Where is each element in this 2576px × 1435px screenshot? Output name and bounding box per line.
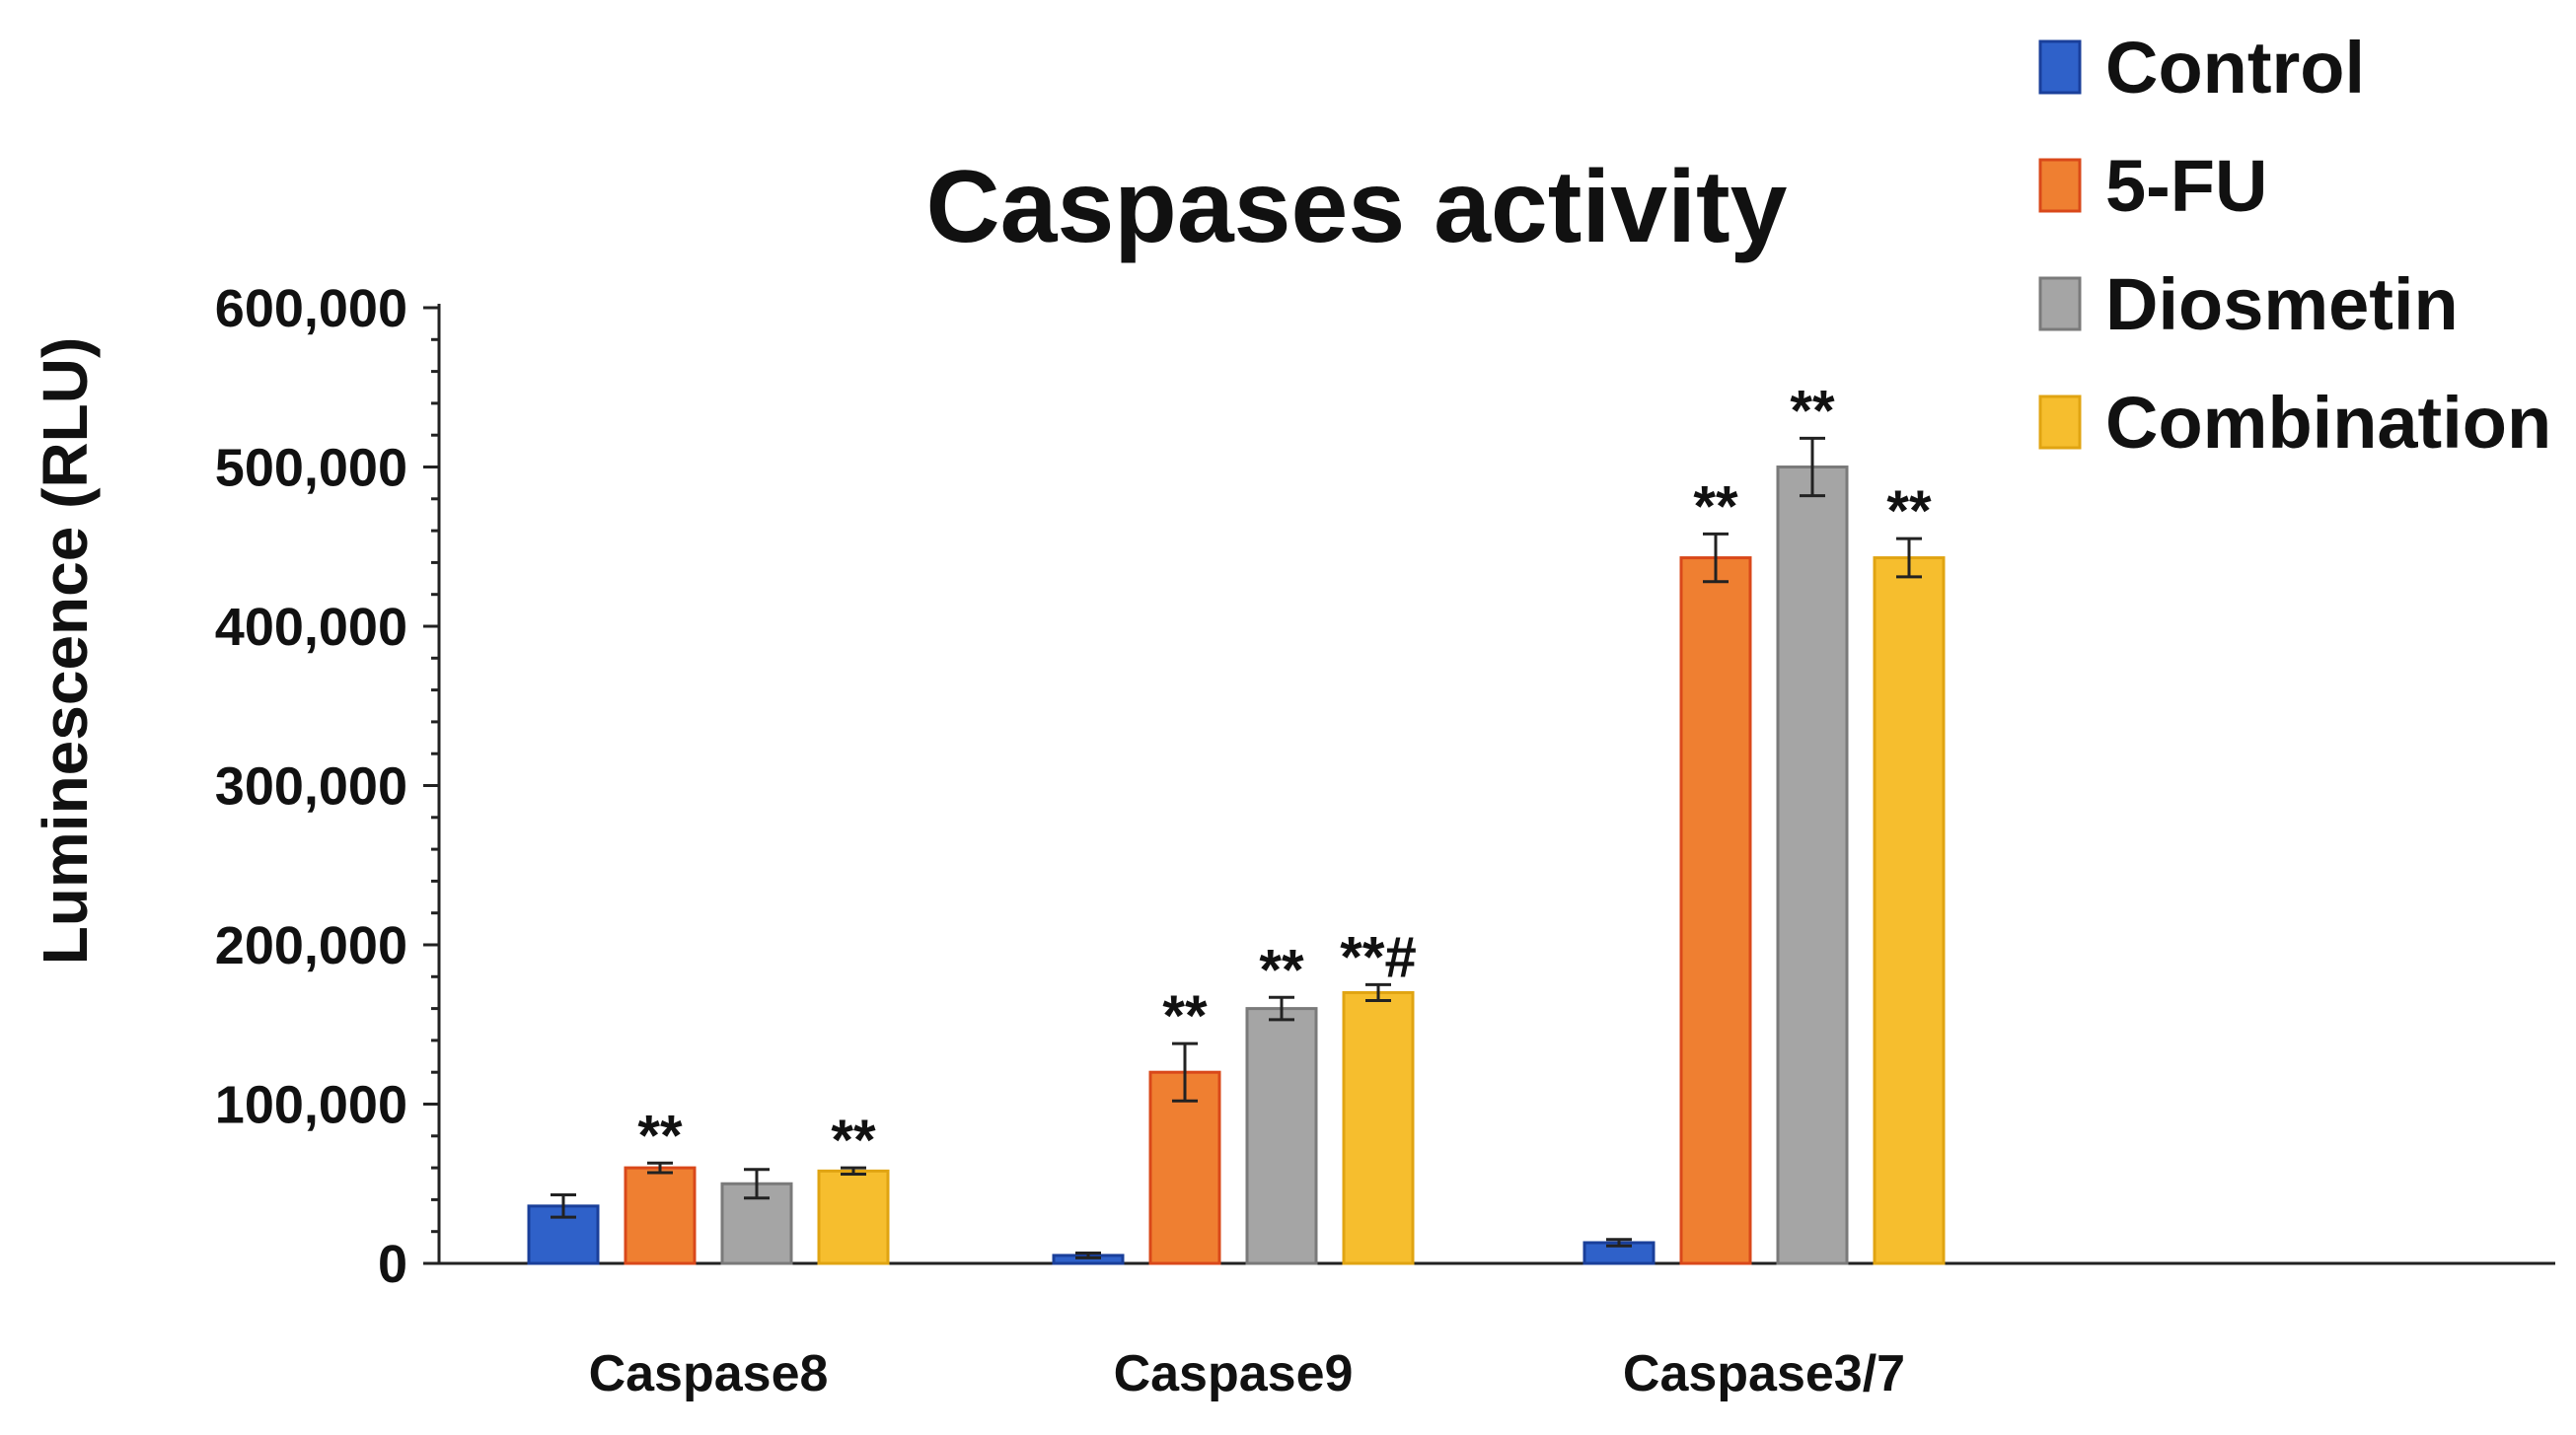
significance-label: ** bbox=[637, 1104, 683, 1168]
bar bbox=[1342, 990, 1415, 1265]
y-axis-label: Luminescence (RLU) bbox=[30, 337, 101, 966]
x-category-label: Caspase9 bbox=[1114, 1345, 1354, 1402]
y-tick-label: 400,000 bbox=[215, 598, 407, 657]
bar bbox=[1245, 1007, 1318, 1265]
significance-label: **# bbox=[1340, 925, 1416, 989]
legend-swatch bbox=[2038, 276, 2082, 331]
significance-label: ** bbox=[1162, 984, 1208, 1048]
bar bbox=[1873, 556, 1946, 1265]
y-tick-label: 300,000 bbox=[215, 757, 407, 817]
legend: Control 5-FU Diosmetin Combination bbox=[2038, 27, 2551, 464]
x-category-label: Caspase8 bbox=[589, 1345, 829, 1402]
y-tick-label: 100,000 bbox=[215, 1076, 407, 1135]
significance-label: ** bbox=[1693, 474, 1738, 538]
legend-label: Diosmetin bbox=[2105, 263, 2459, 345]
bar bbox=[624, 1166, 697, 1265]
significance-label: ** bbox=[1790, 379, 1835, 443]
significance-label: ** bbox=[1259, 938, 1304, 1002]
chart-title: Caspases activity bbox=[926, 150, 1788, 264]
bar bbox=[1148, 1070, 1221, 1265]
y-tick-label: 200,000 bbox=[215, 916, 407, 975]
bar bbox=[1776, 466, 1849, 1265]
significance-label: ** bbox=[831, 1109, 876, 1173]
y-tick-label: 600,000 bbox=[215, 279, 407, 338]
plot-area: 0 100,000 200,000 300,000 400,000 500,000 600,… bbox=[215, 279, 2555, 1402]
legend-label: Combination bbox=[2105, 382, 2551, 464]
significance-label: ** bbox=[1886, 479, 1932, 543]
legend-swatch bbox=[2038, 158, 2082, 213]
x-category-label: Caspase3/7 bbox=[1623, 1345, 1905, 1402]
bar bbox=[1679, 556, 1752, 1265]
legend-swatch bbox=[2038, 39, 2082, 95]
y-tick-label: 0 bbox=[378, 1235, 407, 1294]
legend-label: 5-FU bbox=[2105, 145, 2267, 227]
y-tick-label: 500,000 bbox=[215, 439, 407, 498]
bar bbox=[817, 1169, 890, 1265]
legend-label: Control bbox=[2105, 27, 2365, 108]
legend-swatch bbox=[2038, 395, 2082, 450]
